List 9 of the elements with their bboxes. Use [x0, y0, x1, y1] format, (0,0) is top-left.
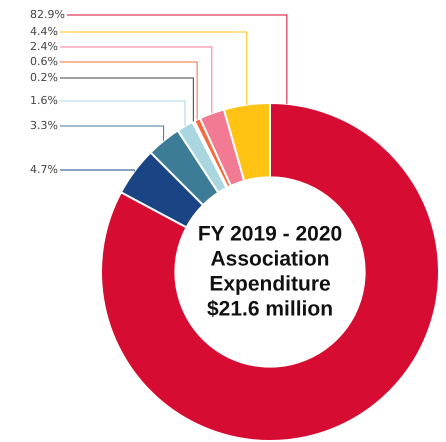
- data-label: 0.2%: [30, 70, 58, 84]
- data-label: 0.6%: [30, 54, 58, 68]
- data-label: 82.9%: [30, 8, 65, 21]
- data-label: 4.7%: [30, 162, 58, 176]
- data-label: 3.3%: [30, 118, 58, 132]
- text: FY 2019 - 2020 Association Expenditure $21.6 million: [198, 222, 342, 320]
- data-label: 1.6%: [30, 94, 58, 107]
- data-label: 4.4%: [30, 24, 58, 38]
- data-label: 2.4%: [30, 40, 58, 53]
